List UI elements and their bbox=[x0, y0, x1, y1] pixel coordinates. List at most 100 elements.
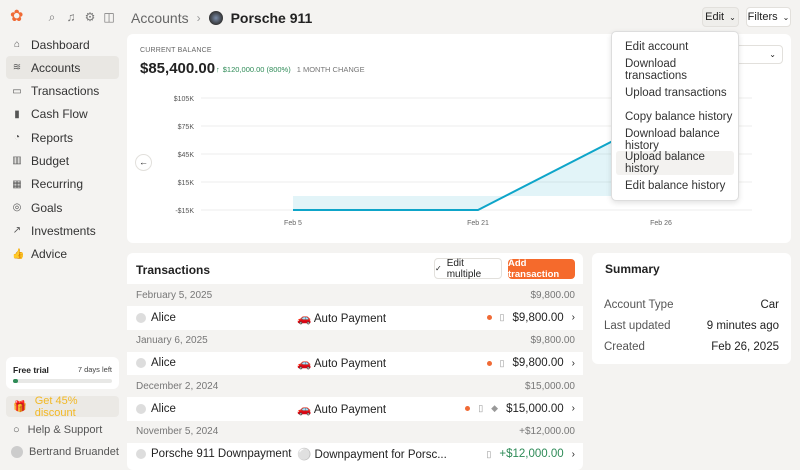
check-icon: ✓ bbox=[435, 264, 442, 273]
sidebar-nav: ⌂ Dashboard ≋ Accounts ▭ Transactions ▮ Cash Fl… bbox=[6, 33, 119, 266]
chevron-right-icon: › bbox=[571, 448, 575, 460]
menu-item-edit-account[interactable]: Edit account bbox=[625, 40, 689, 53]
sidebar-item-transactions[interactable]: ▭ Transactions bbox=[6, 80, 119, 103]
target-icon: ◎ bbox=[12, 202, 22, 214]
menu-item-upload-balance-history[interactable]: Upload balance history bbox=[616, 151, 734, 175]
bell-icon[interactable]: ♫ bbox=[66, 10, 76, 24]
change-period: 1 MONTH CHANGE bbox=[296, 65, 365, 74]
chat-icon: ○ bbox=[13, 424, 20, 436]
sidebar-item-label: Advice bbox=[31, 247, 68, 262]
chevron-right-icon: › bbox=[571, 357, 575, 369]
transaction-row[interactable]: Alice 🚗 Auto Payment ▯ ◆ $15,000.00 › bbox=[127, 397, 583, 421]
edit-multiple-label: Edit multiple bbox=[446, 257, 482, 280]
breadcrumb-accounts[interactable]: Accounts bbox=[131, 10, 189, 26]
chevron-down-icon: ⌄ bbox=[782, 12, 790, 22]
sidebar-item-budget[interactable]: ▥ Budget bbox=[6, 149, 119, 172]
sidebar-item-label: Cash Flow bbox=[31, 107, 88, 122]
summary-value: Feb 26, 2025 bbox=[711, 340, 779, 353]
summary-value: Car bbox=[760, 298, 779, 311]
edit-button[interactable]: Edit ⌄ bbox=[702, 7, 739, 27]
needs-review-dot-icon bbox=[486, 315, 492, 321]
group-total: $15,000.00 bbox=[524, 380, 575, 392]
user-avatar bbox=[11, 446, 23, 458]
sidebar-item-accounts[interactable]: ≋ Accounts bbox=[6, 56, 119, 80]
page-title: Porsche 911 bbox=[230, 10, 313, 26]
home-icon: ⌂ bbox=[13, 39, 21, 50]
discount-button[interactable]: 🎁 Get 45% discount bbox=[6, 395, 119, 419]
summary-row: Last updated 9 minutes ago bbox=[592, 315, 791, 336]
sidebar-item-investments[interactable]: ↗ Investments bbox=[6, 219, 119, 242]
chart-prev-button[interactable]: ← bbox=[135, 154, 152, 171]
group-date: January 6, 2025 bbox=[136, 335, 208, 346]
trial-title: Free trial bbox=[13, 365, 49, 375]
transaction-row[interactable]: Alice 🚗 Auto Payment ▯ $9,800.00 › bbox=[127, 352, 583, 376]
menu-item-download-transactions[interactable]: Download transactions bbox=[625, 57, 688, 82]
app-logo-icon[interactable]: ✿ bbox=[10, 8, 24, 25]
sidebar-item-advice[interactable]: 👍 Advice bbox=[6, 243, 119, 266]
user-menu[interactable]: Bertrand Bruandet⌄ bbox=[11, 446, 138, 458]
sidebar-item-label: Transactions bbox=[31, 84, 100, 99]
gear-icon[interactable]: ⚙ bbox=[84, 10, 96, 24]
sidebar-item-label: Budget bbox=[31, 153, 70, 168]
summary-value: 9 minutes ago bbox=[706, 319, 779, 332]
balance-value: $85,400.00 bbox=[140, 60, 216, 77]
y-tick-label: -$15K bbox=[175, 208, 194, 215]
arrow-up-icon: ↑ bbox=[216, 65, 220, 74]
summary-row: Created Feb 26, 2025 bbox=[592, 336, 791, 357]
trial-progress-bar bbox=[13, 379, 112, 383]
group-date: December 2, 2024 bbox=[136, 380, 219, 392]
sidebar-item-dashboard[interactable]: ⌂ Dashboard bbox=[6, 33, 119, 56]
category[interactable]: 🚗 Auto Payment bbox=[297, 312, 387, 325]
x-tick-label: Feb 21 bbox=[467, 220, 489, 227]
breadcrumb: Accounts › Porsche 911 bbox=[131, 10, 312, 26]
y-tick-label: $15K bbox=[178, 180, 195, 187]
edit-label: Edit bbox=[705, 11, 725, 23]
category[interactable]: 🚗 Auto Payment bbox=[297, 403, 387, 416]
category[interactable]: ⚪ Downpayment for Porsc... bbox=[297, 449, 447, 462]
merchant-logo-icon bbox=[136, 403, 146, 414]
note-icon: ▯ bbox=[478, 403, 484, 414]
sidebar-toggle-icon[interactable]: ◫ bbox=[103, 10, 115, 24]
date-group-header: December 2, 2024 $15,000.00 bbox=[127, 375, 583, 397]
sidebar-item-reports[interactable]: ◔ Reports bbox=[6, 126, 119, 149]
summary-label: Created bbox=[604, 340, 645, 353]
group-total: +$12,000.00 bbox=[519, 426, 575, 437]
help-support-link[interactable]: ○ Help & Support bbox=[13, 424, 102, 436]
x-tick-label: Feb 5 bbox=[284, 220, 302, 227]
menu-item-upload-transactions[interactable]: Upload transactions bbox=[625, 87, 727, 100]
chevron-down-icon: ⌄ bbox=[729, 12, 736, 22]
sidebar-item-cash-flow[interactable]: ▮ Cash Flow bbox=[6, 103, 119, 126]
transaction-amount: $9,800.00 bbox=[512, 311, 564, 324]
transaction-row[interactable]: Porsche 911 Downpayment ⚪ Downpayment for… bbox=[127, 443, 583, 467]
row-actions: ▯ $9,800.00 › bbox=[486, 311, 575, 324]
transactions-card: Transactions ✓ Edit multiple Add transact… bbox=[127, 253, 583, 470]
merchant-name: Alice bbox=[151, 311, 176, 324]
user-name: Bertrand Bruandet bbox=[29, 446, 119, 458]
group-date: February 5, 2025 bbox=[136, 289, 213, 301]
menu-item-copy-balance-history[interactable]: Copy balance history bbox=[625, 110, 733, 123]
summary-label: Account Type bbox=[604, 298, 674, 311]
transaction-row[interactable]: Alice 🚗 Auto Payment ▯ $9,800.00 › bbox=[127, 306, 583, 330]
filters-button[interactable]: Filters ⌄ bbox=[746, 7, 791, 27]
map-icon: ▥ bbox=[12, 155, 22, 167]
group-total: $9,800.00 bbox=[530, 335, 576, 346]
layers-icon: ≋ bbox=[12, 62, 22, 74]
gift-icon: 🎁 bbox=[13, 401, 27, 413]
merchant-logo-icon bbox=[136, 312, 146, 323]
edit-multiple-button[interactable]: ✓ Edit multiple bbox=[434, 257, 502, 280]
menu-item-edit-balance-history[interactable]: Edit balance history bbox=[625, 180, 726, 193]
x-tick-label: Feb 26 bbox=[650, 220, 672, 227]
free-trial-card[interactable]: Free trial 7 days left bbox=[6, 357, 119, 389]
sidebar-item-label: Goals bbox=[31, 200, 63, 215]
tag-icon: ◆ bbox=[491, 403, 499, 414]
category[interactable]: 🚗 Auto Payment bbox=[297, 358, 387, 371]
summary-row: Account Type Car bbox=[592, 294, 791, 315]
sidebar-item-goals[interactable]: ◎ Goals bbox=[6, 196, 119, 219]
add-transaction-button[interactable]: Add transaction bbox=[508, 258, 575, 280]
sidebar-item-recurring[interactable]: ▦ Recurring bbox=[6, 173, 119, 196]
chevron-right-icon: › bbox=[571, 403, 575, 415]
balance-change: ↑ $120,000.00 (800%) 1 MONTH CHANGE bbox=[216, 65, 365, 74]
search-icon[interactable]: ⌕ bbox=[48, 10, 56, 24]
account-avatar bbox=[208, 11, 223, 25]
menu-item-download-balance-history[interactable]: Download balance history bbox=[625, 127, 720, 152]
